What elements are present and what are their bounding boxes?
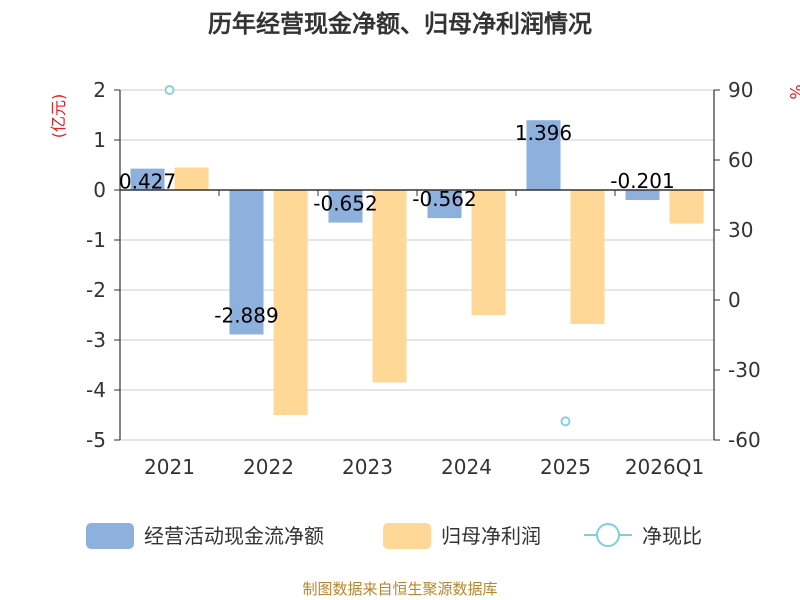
category-label: 2022 [243, 455, 294, 479]
net-profit-bar [669, 190, 704, 224]
legend-label: 归母净利润 [441, 524, 541, 548]
ratio-point [164, 85, 175, 95]
left-tick-label: -2 [86, 278, 106, 302]
cashflow-bar [229, 190, 264, 335]
legend-label: 经营活动现金流净额 [144, 524, 324, 548]
gridlines [120, 89, 714, 441]
left-tick-label: 2 [93, 78, 106, 102]
net-profit-bar [471, 190, 506, 315]
net-profit-bar [570, 190, 605, 324]
source-note: 制图数据来自恒生聚源数据库 [302, 580, 497, 598]
cashflow-bar [625, 190, 660, 201]
legend-marker-circle [596, 523, 620, 547]
legend-label: 净现比 [642, 524, 702, 548]
cashflow-data-label: -0.201 [610, 169, 674, 193]
chart-title: 历年经营现金净额、归母净利润情况 [208, 10, 592, 38]
category-label: 2024 [441, 455, 492, 479]
net-profit-bar [372, 190, 407, 383]
category-label: 2021 [144, 455, 195, 479]
data-labels: 0.427 -2.889 -0.652 -0.562 1.396 -0.201 [119, 121, 675, 327]
cashflow-bar [427, 190, 462, 219]
cashflow-bar [526, 120, 561, 190]
cashflow-data-label: 1.396 [515, 121, 572, 145]
category-label: 2023 [342, 455, 393, 479]
category-label: 2025 [540, 455, 591, 479]
left-tick-label: -5 [86, 428, 106, 452]
right-axis-unit: % [786, 84, 800, 99]
axes [114, 89, 720, 441]
cashflow-data-label: -0.562 [412, 187, 476, 211]
bars [130, 120, 704, 415]
net-profit-bar [273, 190, 308, 415]
tick-labels: 2 1 0 -1 -2 -3 -4 -5 90 60 30 0 -30 -60 2021 2022 2023 20… [86, 78, 761, 479]
left-tick-label: 0 [93, 178, 106, 202]
right-tick-label: -30 [728, 358, 761, 382]
right-tick-label: 90 [728, 78, 753, 102]
ratio-point [560, 416, 571, 427]
cashflow-data-label: 0.427 [119, 170, 176, 194]
ratio-points [164, 85, 571, 427]
right-tick-label: 30 [728, 218, 753, 242]
right-tick-label: 60 [728, 148, 753, 172]
left-tick-label: 1 [93, 128, 106, 152]
left-tick-label: -4 [86, 378, 106, 402]
cashflow-bar [130, 168, 165, 190]
cashflow-data-label: -2.889 [214, 303, 278, 327]
cashflow-bar [328, 190, 363, 223]
net-profit-bar [174, 167, 209, 190]
right-tick-label: -60 [728, 428, 761, 452]
legend: 经营活动现金流净额 归母净利润 净现比 [86, 523, 702, 549]
right-tick-label: 0 [728, 288, 741, 312]
cashflow-data-label: -0.652 [313, 192, 377, 216]
left-axis-unit: (亿元) [49, 94, 68, 139]
category-label: 2026Q1 [625, 455, 704, 479]
legend-swatch [383, 523, 431, 549]
left-tick-label: -1 [86, 228, 106, 252]
left-tick-label: -3 [86, 328, 106, 352]
legend-swatch [86, 523, 134, 549]
